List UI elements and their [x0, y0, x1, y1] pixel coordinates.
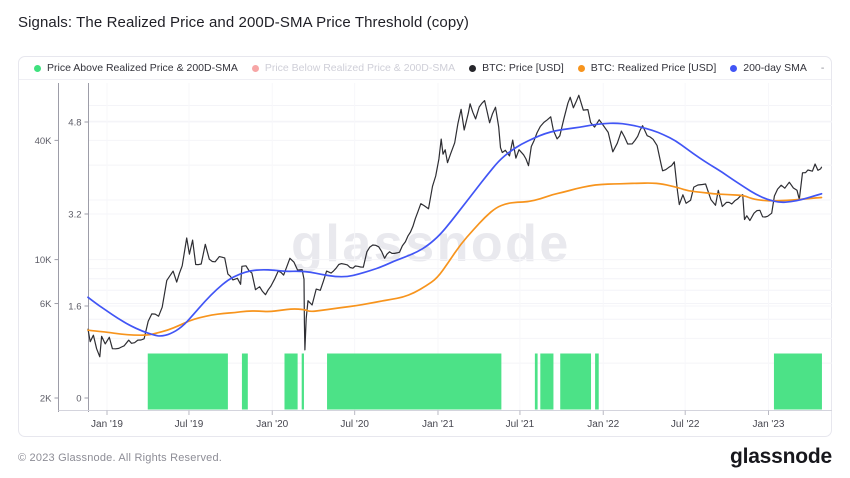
y-axis-price-label: 10K — [35, 255, 53, 266]
y-axis-signal-label: 0 — [76, 394, 81, 405]
plot-area[interactable] — [87, 83, 832, 410]
x-axis-label: Jul '21 — [506, 419, 535, 430]
y-axis-price-label: 6K — [40, 299, 52, 310]
signal-band — [147, 353, 228, 410]
x-axis-label: Jul '22 — [671, 419, 700, 430]
signal-band — [595, 353, 599, 410]
legend-dot-icon — [577, 64, 585, 72]
legend-label: 200-day SMA — [743, 62, 807, 74]
footer-copyright: © 2023 Glassnode. All Rights Reserved. — [18, 452, 223, 464]
realized-price-line — [87, 182, 823, 337]
x-axis-label: Jan '23 — [753, 419, 785, 430]
y-axis-price-label: 2K — [40, 394, 52, 405]
glassnode-logo: glassnode — [729, 445, 832, 468]
legend-dot-icon — [251, 64, 259, 72]
chart-legend: Price Above Realized Price & 200D-SMA Pri… — [19, 57, 831, 80]
legend-item-2[interactable]: BTC: Price [USD] — [469, 62, 564, 74]
legend-dot-icon — [469, 64, 477, 72]
legend-label: BTC: Price [USD] — [482, 62, 564, 74]
gridlines — [88, 83, 832, 410]
series-lines — [87, 94, 823, 358]
x-axis-label: Jan '21 — [422, 419, 454, 430]
x-axis-label: Jul '20 — [340, 419, 369, 430]
signal-bands — [147, 353, 822, 410]
signal-band — [534, 353, 538, 410]
legend-label: Price Below Realized Price & 200D-SMA — [264, 62, 456, 74]
x-axis-label: Jan '22 — [587, 419, 619, 430]
y-axis-price-label: 40K — [35, 136, 53, 147]
signal-band — [540, 353, 554, 410]
legend-item-3[interactable]: BTC: Realized Price [USD] — [577, 62, 717, 74]
signal-band — [560, 353, 592, 410]
axes: 2K 6K 10K 40K 0 1.6 3.2 4.8 Jan '19 Jul '19 Jan '2… — [35, 83, 832, 430]
sma-200d-line — [87, 122, 823, 337]
legend-item-1[interactable]: Price Below Realized Price & 200D-SMA — [251, 62, 456, 74]
signal-band — [284, 353, 298, 410]
signal-band — [773, 353, 822, 410]
legend-label: Price Above Realized Price & 200D-SMA — [47, 62, 238, 74]
legend-item-5[interactable]: - — [821, 62, 825, 74]
y-axis-signal-label: 4.8 — [68, 118, 81, 129]
legend-item-4[interactable]: 200-day SMA — [730, 62, 807, 74]
legend-dot-icon — [730, 64, 738, 72]
legend-label: - — [820, 62, 825, 74]
page-title: Signals: The Realized Price and 200D-SMA… — [18, 14, 469, 31]
signal-band — [241, 353, 248, 410]
legend-dot-icon — [34, 64, 41, 72]
legend-label: BTC: Realized Price [USD] — [590, 62, 717, 74]
y-axis-signal-label: 3.2 — [68, 210, 81, 221]
btc-price-line — [87, 94, 823, 358]
legend-item-0[interactable]: Price Above Realized Price & 200D-SMA — [34, 62, 238, 74]
y-axis-signal-label: 1.6 — [68, 302, 81, 313]
signal-band — [301, 353, 304, 410]
x-axis-label: Jan '20 — [256, 419, 288, 430]
x-axis-label: Jan '19 — [91, 419, 123, 430]
x-axis-label: Jul '19 — [175, 419, 204, 430]
signal-band — [327, 353, 502, 410]
